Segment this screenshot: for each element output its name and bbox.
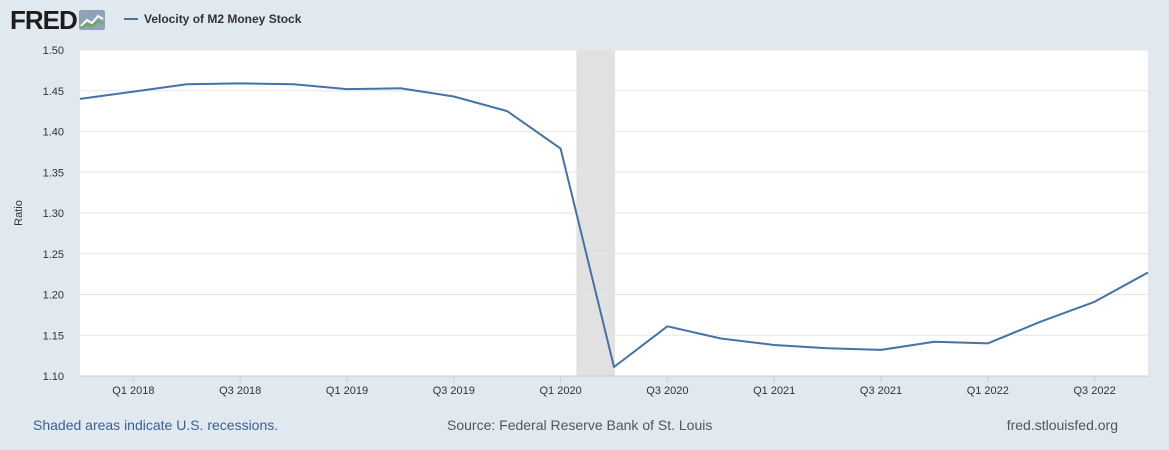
- y-tick-label: 1.50: [43, 45, 64, 57]
- site-link[interactable]: fred.stlouisfed.org: [1006, 417, 1118, 433]
- series-point[interactable]: [986, 341, 990, 345]
- series-point[interactable]: [292, 82, 296, 86]
- y-tick-label: 1.20: [43, 290, 64, 302]
- source-text: Source: Federal Reserve Bank of St. Loui…: [447, 417, 713, 433]
- y-tick-label: 1.45: [43, 86, 64, 98]
- series-point[interactable]: [505, 109, 509, 113]
- series-point[interactable]: [1039, 319, 1043, 323]
- x-tick-label: Q3 2022: [1073, 385, 1115, 397]
- series-point[interactable]: [345, 87, 349, 91]
- series-line-m2-velocity: [79, 82, 1149, 368]
- series-point[interactable]: [612, 365, 616, 369]
- series-point[interactable]: [1146, 270, 1150, 274]
- fred-chart-icon: [78, 10, 105, 30]
- line-chart: 1.10 1.15 1.20 1.25 1.30 1.35 1.40 1.45 1.50 Q1 2…: [13, 45, 1150, 397]
- series-point[interactable]: [398, 86, 402, 90]
- y-tick-label: 1.10: [43, 371, 64, 383]
- series-point[interactable]: [665, 324, 669, 328]
- x-tick-label: Q1 2019: [326, 385, 368, 397]
- x-tick-label: Q1 2020: [539, 385, 581, 397]
- series-point[interactable]: [238, 81, 242, 85]
- chart-legend: Velocity of M2 Money Stock: [124, 12, 301, 26]
- x-tick-label: Q3 2021: [860, 385, 902, 397]
- series-point[interactable]: [772, 343, 776, 347]
- x-tick-label: Q3 2020: [646, 385, 688, 397]
- series-point[interactable]: [932, 340, 936, 344]
- legend-line-swatch: [124, 18, 138, 20]
- y-tick-label: 1.30: [43, 208, 64, 220]
- series-point[interactable]: [185, 82, 189, 86]
- x-tick-label: Q3 2018: [219, 385, 261, 397]
- series-point[interactable]: [826, 346, 830, 350]
- y-axis-label: Ratio: [13, 200, 25, 226]
- x-tick-label: Q1 2021: [753, 385, 795, 397]
- fred-logo-text: FRED: [10, 5, 78, 35]
- series-point[interactable]: [1093, 300, 1097, 304]
- y-tick-label: 1.25: [43, 249, 64, 261]
- y-tick-label: 1.40: [43, 127, 64, 139]
- legend-label: Velocity of M2 Money Stock: [144, 12, 302, 26]
- series-point[interactable]: [131, 90, 135, 94]
- series-point[interactable]: [452, 94, 456, 98]
- series-point[interactable]: [559, 147, 563, 151]
- fred-logo[interactable]: FRED: [10, 6, 105, 34]
- series-point[interactable]: [78, 97, 82, 101]
- recession-note-link[interactable]: Shaded areas indicate U.S. recessions.: [33, 417, 279, 433]
- x-tick-label: Q3 2019: [433, 385, 475, 397]
- x-tick-label: Q1 2022: [967, 385, 1009, 397]
- x-tick-label: Q1 2018: [112, 385, 154, 397]
- y-tick-label: 1.35: [43, 167, 64, 179]
- series-point[interactable]: [719, 337, 723, 341]
- series-point[interactable]: [879, 348, 883, 352]
- y-tick-label: 1.15: [43, 330, 64, 342]
